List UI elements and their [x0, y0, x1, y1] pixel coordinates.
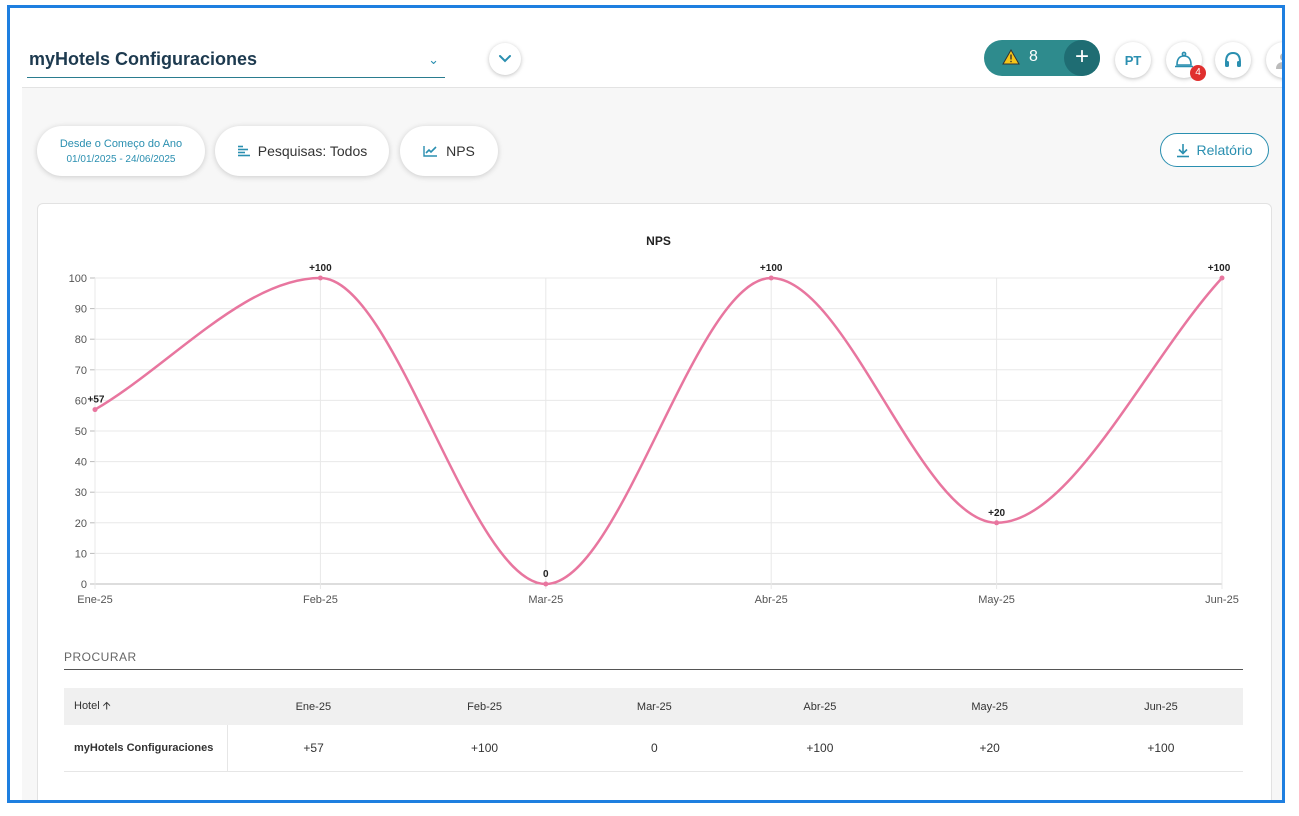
y-tick-label: 70 [75, 365, 87, 377]
y-tick-label: 30 [75, 487, 87, 499]
column-header[interactable]: Mar-25 [569, 688, 740, 725]
collapse-button[interactable] [489, 43, 521, 75]
results-table: Hotel 🡩 Ene-25 Feb-25 Mar-25 Abr-25 May-… [64, 688, 1243, 772]
data-point [1219, 275, 1225, 281]
download-report-button[interactable]: Relatório [1160, 133, 1269, 167]
data-point [768, 275, 774, 281]
y-tick-label: 90 [75, 304, 87, 316]
search-underline [64, 669, 1243, 670]
surveys-filter[interactable]: Pesquisas: Todos [215, 126, 389, 176]
date-range-label: Desde o Começo do Ano [59, 137, 183, 150]
hotel-cell: myHotels Configuraciones [64, 725, 228, 772]
data-point [317, 275, 323, 281]
data-point [92, 407, 98, 413]
y-tick-label: 60 [75, 395, 87, 407]
chevron-down-icon: ⌄ [428, 52, 439, 67]
y-tick-label: 20 [75, 518, 87, 530]
value-cell: +100 [1078, 725, 1243, 772]
x-tick-label: Jun-25 [1205, 594, 1239, 606]
column-header[interactable]: May-25 [900, 688, 1079, 725]
download-icon [1177, 143, 1190, 157]
avatar-icon [1276, 53, 1282, 69]
hotel-column-header[interactable]: Hotel 🡩 [64, 688, 227, 725]
hotel-select[interactable]: myHotels Configuraciones ⌄ [27, 46, 445, 78]
chart-title: NPS [646, 234, 671, 248]
column-header[interactable]: Feb-25 [399, 688, 570, 725]
nps-line-chart: NPS 0 10 20 30 40 50 60 70 80 90 100 Ene-25 Feb-25 Mar… [69, 234, 1239, 606]
metric-filter-label: NPS [446, 143, 475, 159]
alert-count: 8 [1029, 48, 1038, 65]
data-label: +100 [309, 263, 332, 274]
add-button[interactable]: + [1064, 40, 1100, 76]
report-button-label: Relatório [1196, 142, 1253, 158]
sort-arrow-icon[interactable]: 🡩 [102, 700, 111, 712]
table-row: myHotels Configuraciones +57 +100 0 +100… [64, 725, 1243, 772]
alerts-button[interactable]: 8 + [984, 40, 1100, 76]
headset-icon [1225, 51, 1241, 67]
data-label: +100 [760, 263, 783, 274]
value-cell: 0 [569, 725, 740, 772]
list-icon [237, 145, 250, 157]
y-tick-label: 40 [75, 457, 87, 469]
y-tick-label: 0 [81, 579, 87, 591]
value-cell: +100 [399, 725, 570, 772]
value-cell: +20 [900, 725, 1079, 772]
data-label: 0 [543, 569, 549, 580]
table-header-row: Hotel 🡩 Ene-25 Feb-25 Mar-25 Abr-25 May-… [64, 688, 1243, 725]
date-range-value: 01/01/2025 - 24/06/2025 [66, 153, 176, 165]
notification-badge: 4 [1190, 65, 1206, 81]
header-divider [22, 87, 1282, 88]
x-tick-label: May-25 [978, 594, 1015, 606]
column-header[interactable]: Abr-25 [739, 688, 901, 725]
x-tick-label: Feb-25 [303, 594, 338, 606]
line-chart-icon [423, 146, 438, 157]
y-tick-label: 80 [75, 334, 87, 346]
bell-icon [1175, 51, 1193, 68]
data-point [994, 520, 1000, 526]
data-label: +100 [1208, 263, 1231, 274]
data-label: +57 [88, 395, 105, 406]
chevron-down-icon [499, 55, 511, 63]
x-tick-label: Mar-25 [528, 594, 563, 606]
x-tick-label: Abr-25 [755, 594, 788, 606]
user-menu-button[interactable] [1266, 42, 1282, 78]
metric-filter[interactable]: NPS [400, 126, 498, 176]
data-point [543, 581, 549, 587]
language-button[interactable]: PT [1115, 42, 1151, 78]
app-frame: myHotels Configuraciones ⌄ 8 + PT 4 Desd… [7, 5, 1285, 803]
service-bell-button[interactable] [1166, 42, 1202, 78]
surveys-filter-label: Pesquisas: Todos [257, 143, 368, 159]
column-header[interactable]: Ene-25 [227, 688, 400, 725]
y-tick-label: 10 [75, 548, 87, 560]
x-tick-label: Ene-25 [77, 594, 112, 606]
support-button[interactable] [1215, 42, 1251, 78]
date-range-filter[interactable]: Desde o Começo do Ano 01/01/2025 - 24/06… [37, 126, 205, 176]
column-header[interactable]: Jun-25 [1078, 688, 1243, 725]
data-label: +20 [988, 508, 1005, 519]
search-field[interactable]: PROCURAR [64, 650, 137, 664]
hotel-select-value: myHotels Configuraciones [29, 49, 258, 69]
y-tick-label: 50 [75, 426, 87, 438]
value-cell: +100 [739, 725, 901, 772]
warning-icon [1002, 49, 1020, 65]
y-tick-label: 100 [69, 273, 87, 285]
value-cell: +57 [227, 725, 400, 772]
